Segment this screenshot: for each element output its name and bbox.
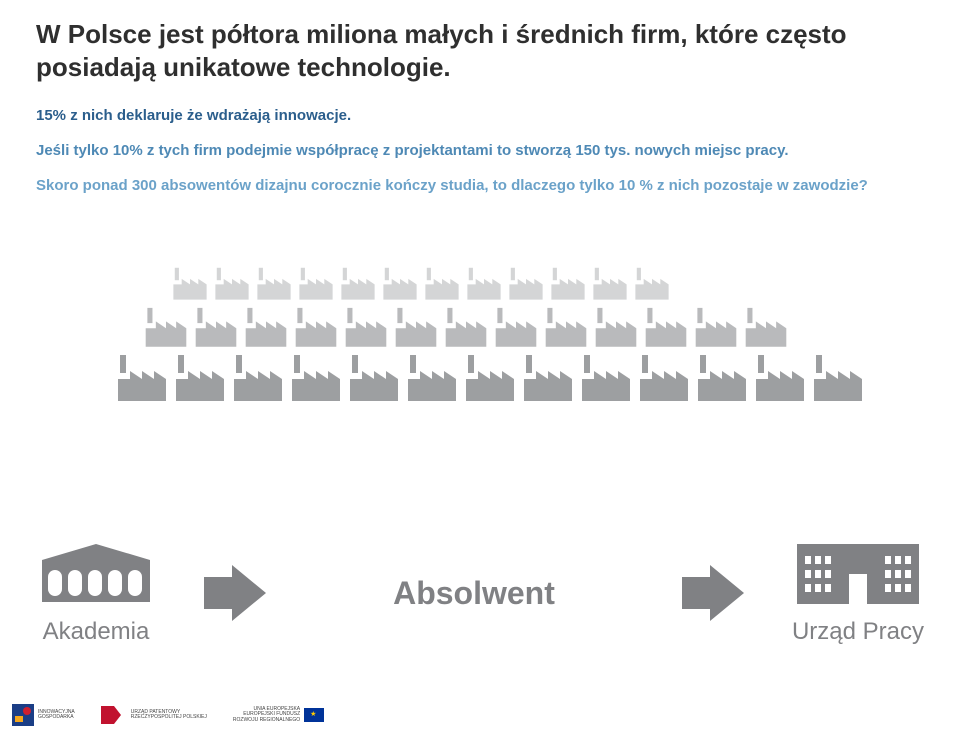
akademia-label: Akademia <box>43 618 150 646</box>
factory-icon <box>174 353 226 401</box>
factories-graphic <box>116 266 886 401</box>
factory-icon <box>694 306 738 347</box>
academy-icon <box>36 540 156 612</box>
factory-icon <box>812 353 864 401</box>
akademia-block: Akademia <box>36 540 156 646</box>
factory-icon <box>508 266 544 300</box>
factory-icon <box>290 353 342 401</box>
factory-icon <box>444 306 488 347</box>
factory-icon <box>594 306 638 347</box>
factory-icon <box>214 266 250 300</box>
factory-icon <box>580 353 632 401</box>
logo3-line3: ROZWOJU REGIONALNEGO <box>233 718 300 724</box>
factory-icon <box>696 353 748 401</box>
factory-icon <box>298 266 334 300</box>
factory-icon <box>116 353 168 401</box>
footer-logos: INNOWACYJNA GOSPODARKA URZĄD PATENTOWY R… <box>12 702 324 728</box>
factory-icon <box>232 353 284 401</box>
factory-icon <box>424 266 460 300</box>
urzad-block: Urząd Pracy <box>792 540 924 646</box>
logo1-line2: GOSPODARKA <box>38 715 75 721</box>
factory-icon <box>464 353 516 401</box>
logo2-line2: RZECZYPOSPOLITEJ POLSKIEJ <box>131 715 207 721</box>
factory-icon <box>550 266 586 300</box>
arrow-icon <box>196 561 274 625</box>
factory-icon <box>382 266 418 300</box>
factory-icon <box>644 306 688 347</box>
paragraph-2: Jeśli tylko 10% z tych firm podejmie wsp… <box>36 140 924 161</box>
paragraph-1: 15% z nich deklaruje że wdrażają innowac… <box>36 105 924 126</box>
factory-icon <box>172 266 208 300</box>
paragraph-3: Skoro ponad 300 absowentów dizajnu coroc… <box>36 175 924 196</box>
factory-icon <box>394 306 438 347</box>
factory-icon <box>466 266 502 300</box>
factory-icon <box>340 266 376 300</box>
logo-eu: UNIA EUROPEJSKA EUROPEJSKI FUNDUSZ ROZWO… <box>233 702 324 728</box>
logo-urzad-patentowy: URZĄD PATENTOWY RZECZYPOSPOLITEJ POLSKIE… <box>101 702 207 728</box>
eu-flag-icon <box>304 708 324 722</box>
factory-icon <box>522 353 574 401</box>
absolwent-label: Absolwent <box>393 575 555 612</box>
factory-icon <box>754 353 806 401</box>
factory-icon <box>406 353 458 401</box>
factory-icon <box>144 306 188 347</box>
logo-innowacyjna: INNOWACYJNA GOSPODARKA <box>12 702 75 728</box>
bottom-flow: Akademia Absolwent Urząd Pracy <box>36 540 924 646</box>
factory-icon <box>256 266 292 300</box>
factory-icon <box>744 306 788 347</box>
absolwent-block: Absolwent <box>314 575 634 612</box>
factory-icon <box>494 306 538 347</box>
factory-icon <box>638 353 690 401</box>
arrow-icon <box>674 561 752 625</box>
factory-icon <box>344 306 388 347</box>
factory-icon <box>244 306 288 347</box>
factory-icon <box>294 306 338 347</box>
factory-icon <box>544 306 588 347</box>
factory-icon <box>348 353 400 401</box>
factory-icon <box>592 266 628 300</box>
urzad-label: Urząd Pracy <box>792 618 924 646</box>
headline: W Polsce jest półtora miliona małych i ś… <box>36 18 856 83</box>
factory-icon <box>634 266 670 300</box>
factory-icon <box>194 306 238 347</box>
office-icon <box>793 540 923 612</box>
